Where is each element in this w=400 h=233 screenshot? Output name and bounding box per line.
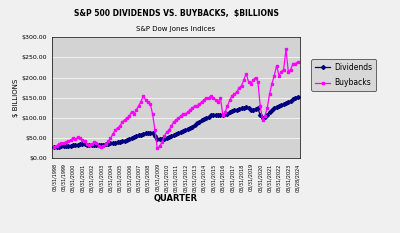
Buybacks bbox=[85, 143, 90, 146]
Buybacks bbox=[146, 100, 150, 103]
Buybacks bbox=[52, 146, 57, 148]
Dividends bbox=[85, 143, 90, 146]
Dividends bbox=[228, 111, 232, 113]
X-axis label: QUARTER: QUARTER bbox=[154, 194, 198, 203]
Dividends bbox=[290, 98, 295, 101]
Text: S&P 500 DIVIDENDS VS. BUYBACKS,  $BILLIONS: S&P 500 DIVIDENDS VS. BUYBACKS, $BILLION… bbox=[74, 9, 278, 18]
Buybacks bbox=[295, 61, 300, 64]
Line: Dividends: Dividends bbox=[53, 95, 299, 148]
Dividends bbox=[230, 110, 234, 113]
Buybacks bbox=[230, 94, 234, 97]
Legend: Dividends, Buybacks: Dividends, Buybacks bbox=[311, 59, 376, 91]
Dividends bbox=[54, 145, 59, 148]
Dividends bbox=[295, 95, 300, 98]
Buybacks bbox=[155, 147, 160, 150]
Buybacks bbox=[284, 48, 288, 51]
Dividends bbox=[52, 146, 57, 148]
Y-axis label: $ BILLIONS: $ BILLIONS bbox=[13, 79, 19, 117]
Buybacks bbox=[232, 93, 237, 95]
Text: S&P Dow Jones Indices: S&P Dow Jones Indices bbox=[136, 26, 216, 32]
Dividends bbox=[157, 138, 162, 141]
Line: Buybacks: Buybacks bbox=[53, 48, 299, 150]
Buybacks bbox=[54, 144, 59, 147]
Buybacks bbox=[160, 141, 164, 144]
